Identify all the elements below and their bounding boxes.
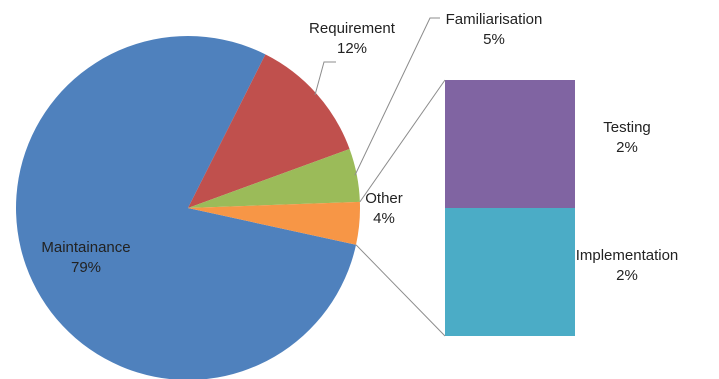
data-label-requirement: Requirement 12% bbox=[309, 20, 396, 57]
pie-slice-requirement bbox=[188, 54, 350, 208]
leader-line-requirement bbox=[314, 61, 336, 96]
bar-segment-testing bbox=[445, 80, 575, 208]
connector-line-top bbox=[359, 79, 446, 203]
pie-slice-familiarisation bbox=[188, 149, 360, 208]
pie bbox=[16, 36, 361, 379]
leader-lines bbox=[314, 17, 440, 176]
data-label-other: Other 4% bbox=[365, 190, 403, 227]
data-label-maintainance: Maintainance 79% bbox=[41, 239, 130, 276]
breakdown-bar bbox=[445, 80, 575, 336]
pie-slice-other bbox=[188, 201, 361, 245]
leader-line-familiarisation bbox=[354, 17, 440, 176]
connector-line-bottom bbox=[355, 244, 446, 337]
bar-segment-implementation bbox=[445, 208, 575, 336]
data-labels: Maintainance 79% Requirement 12% Familiarisa… bbox=[41, 11, 678, 284]
data-label-testing: Testing 2% bbox=[603, 119, 651, 156]
pie-slice-maintainance bbox=[16, 36, 357, 379]
data-label-implementation: Implementation 2% bbox=[576, 247, 679, 284]
connector-lines bbox=[355, 79, 446, 337]
data-label-familiarisation: Familiarisation 5% bbox=[446, 11, 543, 48]
